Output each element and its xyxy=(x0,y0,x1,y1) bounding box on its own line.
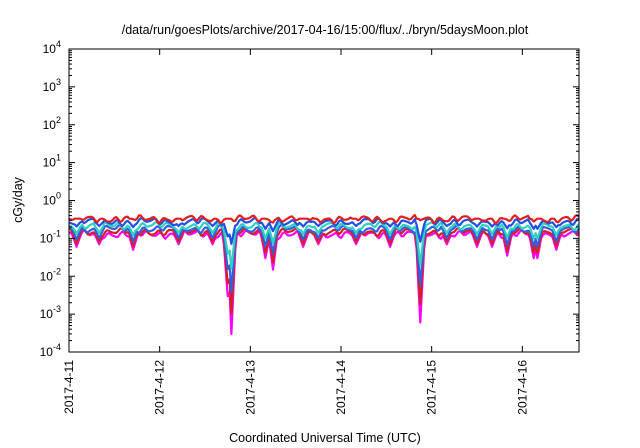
x-tick-label: 2017-4-11 xyxy=(62,360,76,414)
y-tick-label: 102 xyxy=(43,115,61,132)
series-layer xyxy=(68,213,580,335)
y-tick-label: 104 xyxy=(43,39,61,56)
x-tick-label: 2017-4-14 xyxy=(334,360,348,415)
plot-frame xyxy=(68,48,580,353)
series-line xyxy=(68,224,580,293)
x-tick-label: 2017-4-12 xyxy=(153,360,167,415)
y-axis-label: cGy/day xyxy=(11,176,25,223)
series-line xyxy=(68,226,580,315)
x-axis: 2017-4-11 2017-4-12 2017-4-13 2017-4-14 2017… xyxy=(62,49,529,415)
y-tick-label: 100 xyxy=(43,191,61,208)
series-line xyxy=(68,220,580,270)
y-axis: 10-4 10-3 10-2 10-1 100 101 102 103 104 xyxy=(40,39,579,359)
y-tick-label: 10-1 xyxy=(40,228,61,245)
x-axis-label: Coordinated Universal Time (UTC) xyxy=(229,431,421,445)
x-tick-label: 2017-4-15 xyxy=(425,360,439,415)
y-tick-label: 101 xyxy=(43,153,61,170)
x-tick-label: 2017-4-13 xyxy=(243,360,257,415)
x-tick-label: 2017-4-16 xyxy=(515,360,529,415)
series-line xyxy=(68,229,580,335)
series-line xyxy=(68,213,580,225)
y-tick-label: 10-3 xyxy=(40,304,61,321)
y-tick-label: 10-2 xyxy=(40,266,61,283)
y-tick-label: 103 xyxy=(43,77,61,94)
chart-title: /data/run/goesPlots/archive/2017-04-16/1… xyxy=(122,23,529,37)
y-tick-label: 10-4 xyxy=(40,342,61,359)
